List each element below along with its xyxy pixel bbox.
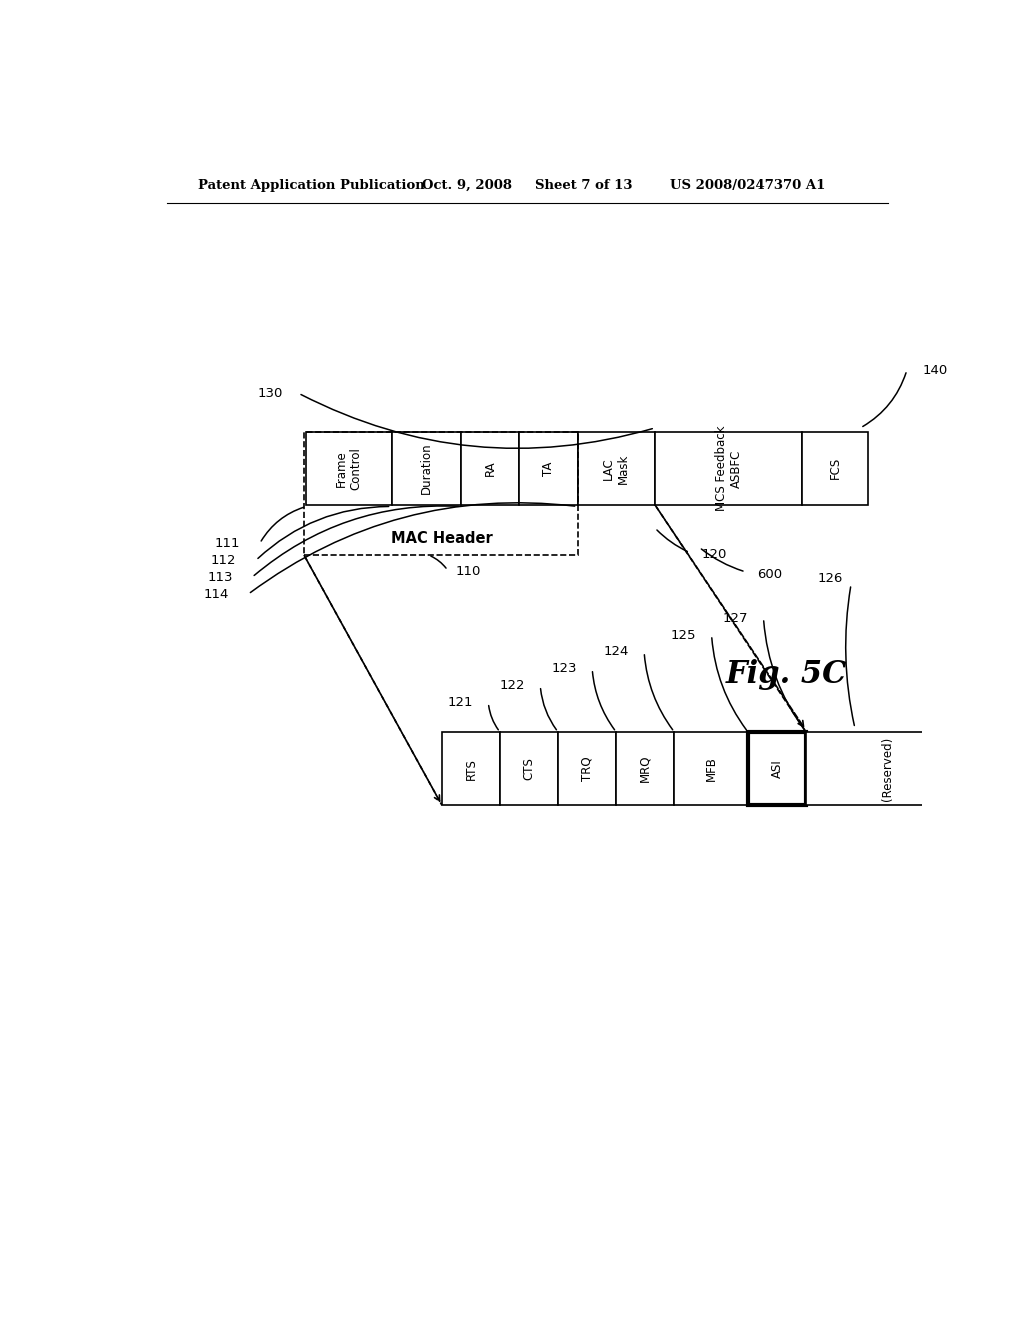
Text: TA: TA (542, 461, 555, 475)
Bar (461, 432, 519, 506)
Bar (306, 432, 391, 506)
Text: 124: 124 (603, 645, 629, 659)
Bar (748, 733, 806, 805)
Text: 123: 123 (551, 663, 577, 676)
Text: TRQ: TRQ (581, 756, 594, 781)
Bar (806, 733, 969, 805)
Text: MFB: MFB (705, 756, 718, 781)
Text: Duration: Duration (420, 442, 433, 494)
Text: FCS: FCS (828, 457, 842, 479)
Bar (655, 432, 802, 506)
Text: 127: 127 (723, 611, 748, 624)
Bar (391, 432, 461, 506)
Bar (616, 733, 675, 805)
Text: 140: 140 (923, 363, 947, 376)
Text: RTS: RTS (465, 758, 477, 780)
Text: Frame
Control: Frame Control (335, 447, 362, 490)
Text: 126: 126 (818, 572, 844, 585)
Text: RA: RA (483, 461, 497, 477)
Bar (558, 733, 616, 805)
Text: Sheet 7 of 13: Sheet 7 of 13 (535, 178, 633, 191)
Bar (802, 432, 868, 506)
Text: 130: 130 (258, 387, 283, 400)
Text: 113: 113 (207, 570, 232, 583)
Bar (519, 432, 578, 506)
Text: ASI: ASI (771, 759, 783, 777)
Text: Fig. 5C: Fig. 5C (726, 659, 848, 690)
Text: Patent Application Publication: Patent Application Publication (198, 178, 425, 191)
Text: US 2008/0247370 A1: US 2008/0247370 A1 (671, 178, 826, 191)
Text: Oct. 9, 2008: Oct. 9, 2008 (423, 178, 512, 191)
Text: 122: 122 (500, 680, 524, 693)
Bar (500, 733, 558, 805)
Bar (578, 432, 655, 506)
Text: 120: 120 (701, 548, 727, 561)
Bar (675, 733, 748, 805)
Bar (304, 432, 578, 554)
Text: LAC
Mask: LAC Mask (602, 453, 630, 483)
Text: MRQ: MRQ (639, 755, 652, 783)
Text: 125: 125 (671, 628, 696, 642)
Text: 600: 600 (758, 568, 782, 581)
Text: (Reserved): (Reserved) (881, 737, 894, 801)
Text: 110: 110 (456, 565, 481, 578)
Text: 112: 112 (211, 554, 237, 566)
Text: MAC Header: MAC Header (391, 531, 493, 545)
Text: 114: 114 (204, 587, 228, 601)
Bar (442, 733, 500, 805)
Text: 111: 111 (215, 537, 241, 550)
Text: 121: 121 (447, 696, 473, 709)
Text: CTS: CTS (522, 758, 536, 780)
Text: MCS Feedback
ASBFC: MCS Feedback ASBFC (715, 425, 742, 511)
